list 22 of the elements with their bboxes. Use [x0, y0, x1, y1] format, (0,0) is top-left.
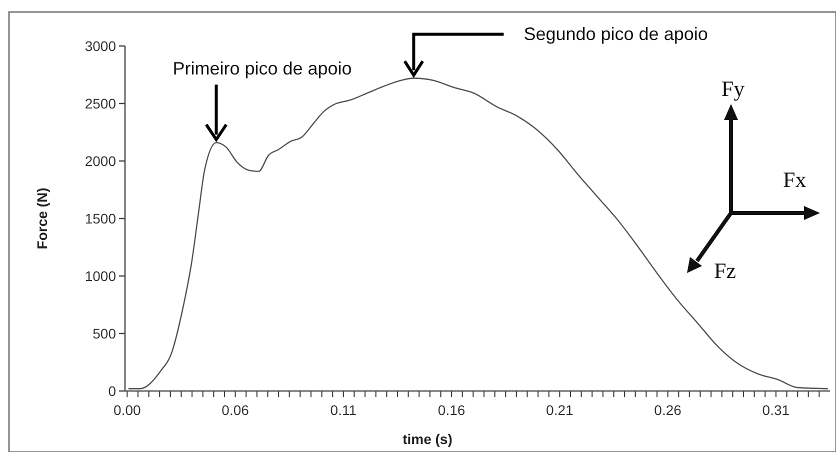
y-tick-label: 1500 [84, 210, 116, 226]
annotation: Fy [721, 76, 745, 101]
annotation: Fx [783, 167, 806, 192]
x-tick-label: 0.11 [330, 402, 357, 418]
y-tick-label: 3000 [84, 38, 116, 54]
x-tick-label: 0.00 [114, 402, 141, 418]
y-tick-label: 2500 [84, 95, 116, 112]
line-series [128, 78, 828, 390]
y-tick-label: 500 [92, 325, 116, 342]
annotation: Fz [714, 258, 736, 283]
x-axis-title: time (s) [402, 431, 452, 447]
x-tick-label: 0.16 [438, 402, 466, 418]
annotation: Segundo pico de apoio [524, 24, 708, 44]
x-tick-label: 0.26 [654, 402, 682, 418]
y-tick-label: 1000 [84, 268, 116, 284]
annotation: Primeiro pico de apoio [172, 58, 352, 79]
y-axis-title: Force (N) [34, 188, 50, 250]
y-tick-label: 2000 [84, 152, 116, 169]
x-tick-label: 0.06 [222, 402, 250, 418]
x-tick-label: 0.21 [546, 402, 574, 418]
x-tick-label: 0.31 [762, 402, 790, 418]
y-tick-label: 0 [108, 382, 116, 399]
